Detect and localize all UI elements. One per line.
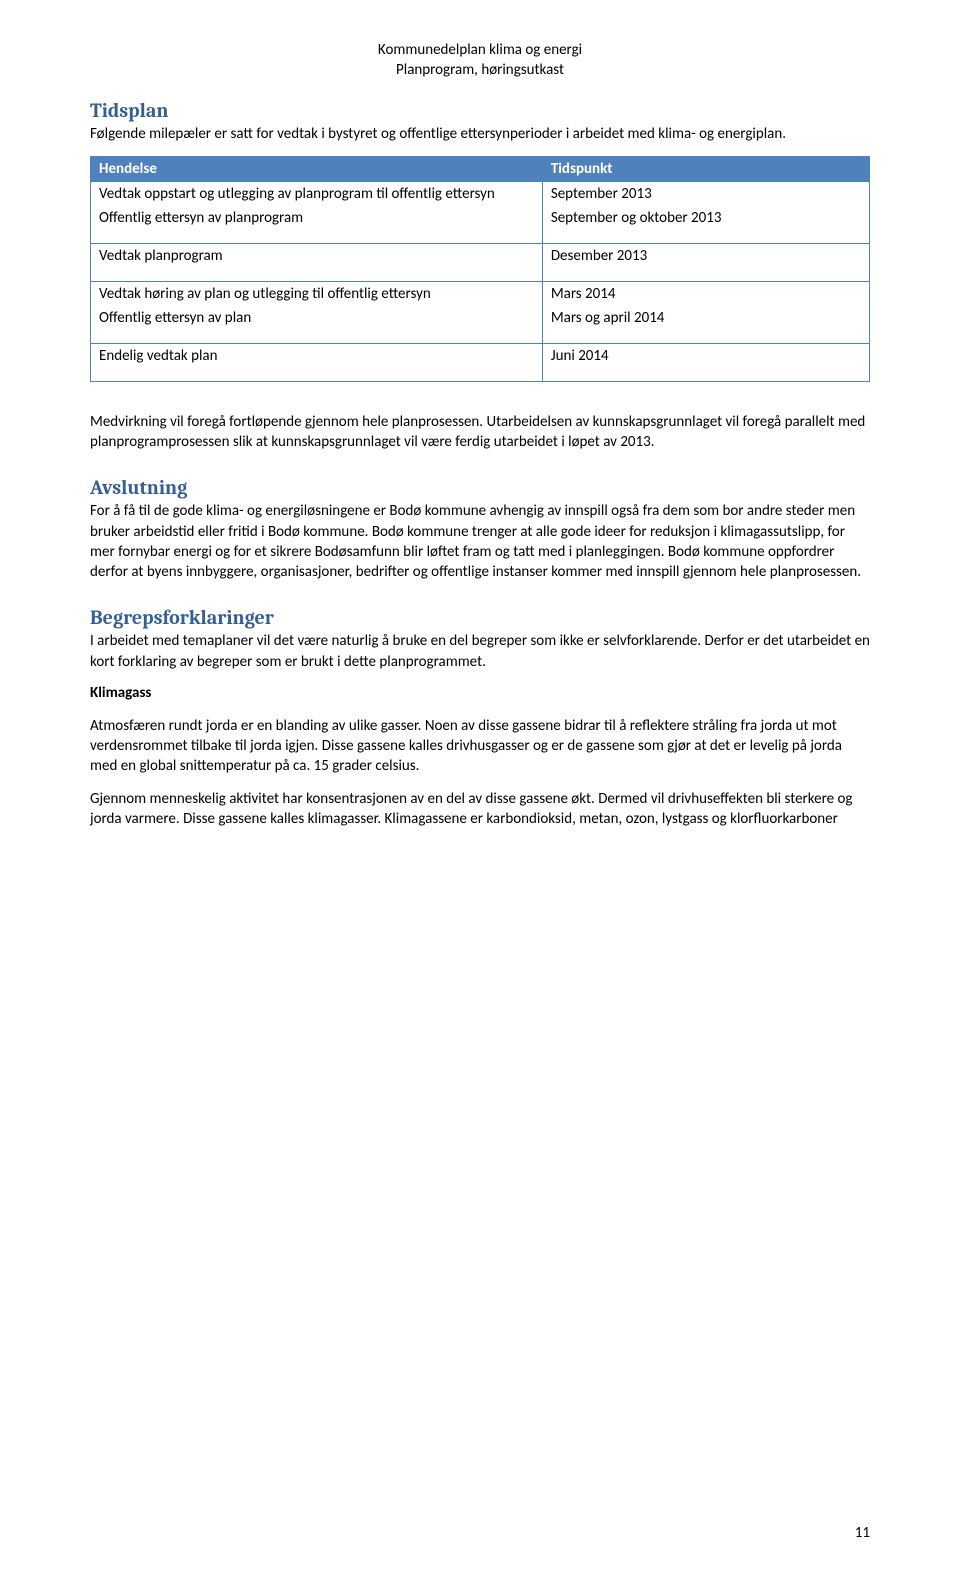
table-row: Endelig vedtak plan Juni 2014 [91,343,870,381]
medvirkning-paragraph: Medvirkning vil foregå fortløpende gjenn… [90,412,870,453]
document-header: Kommunedelplan klima og energi Planprogr… [90,40,870,81]
tidsplan-intro: Følgende milepæler er satt for vedtak i … [90,124,870,144]
cell-time: Mars 2014 [542,281,869,306]
col-tidspunkt: Tidspunkt [542,156,869,181]
cell-event: Vedtak høring av plan og utlegging til o… [91,281,543,306]
cell-time: Desember 2013 [542,243,869,281]
heading-tidsplan: Tidsplan [90,99,870,122]
subheading-klimagass: Klimagass [90,684,870,702]
table-row: Vedtak oppstart og utlegging av planprog… [91,181,870,206]
klimagass-paragraph-1: Atmosfæren rundt jorda er en blanding av… [90,716,870,777]
cell-time: Juni 2014 [542,343,869,381]
cell-time: September og oktober 2013 [542,206,869,244]
table-row: Offentlig ettersyn av plan Mars og april… [91,306,870,344]
table-row: Vedtak høring av plan og utlegging til o… [91,281,870,306]
cell-event: Offentlig ettersyn av planprogram [91,206,543,244]
header-line-2: Planprogram, høringsutkast [90,60,870,80]
klimagass-paragraph-2: Gjennom menneskelig aktivitet har konsen… [90,789,870,830]
col-hendelse: Hendelse [91,156,543,181]
heading-avslutning: Avslutning [90,476,870,499]
cell-event: Vedtak planprogram [91,243,543,281]
table-header-row: Hendelse Tidspunkt [91,156,870,181]
table-row: Vedtak planprogram Desember 2013 [91,243,870,281]
table-row: Offentlig ettersyn av planprogram Septem… [91,206,870,244]
cell-event: Endelig vedtak plan [91,343,543,381]
cell-event: Vedtak oppstart og utlegging av planprog… [91,181,543,206]
heading-begrepsforklaringer: Begrepsforklaringer [90,606,870,629]
begrepsforklaringer-intro: I arbeidet med temaplaner vil det være n… [90,631,870,672]
schedule-table: Hendelse Tidspunkt Vedtak oppstart og ut… [90,156,870,382]
header-line-1: Kommunedelplan klima og energi [90,40,870,60]
cell-time: September 2013 [542,181,869,206]
cell-time: Mars og april 2014 [542,306,869,344]
cell-event: Offentlig ettersyn av plan [91,306,543,344]
page-number: 11 [855,1524,870,1542]
avslutning-body: For å få til de gode klima- og energiløs… [90,501,870,582]
